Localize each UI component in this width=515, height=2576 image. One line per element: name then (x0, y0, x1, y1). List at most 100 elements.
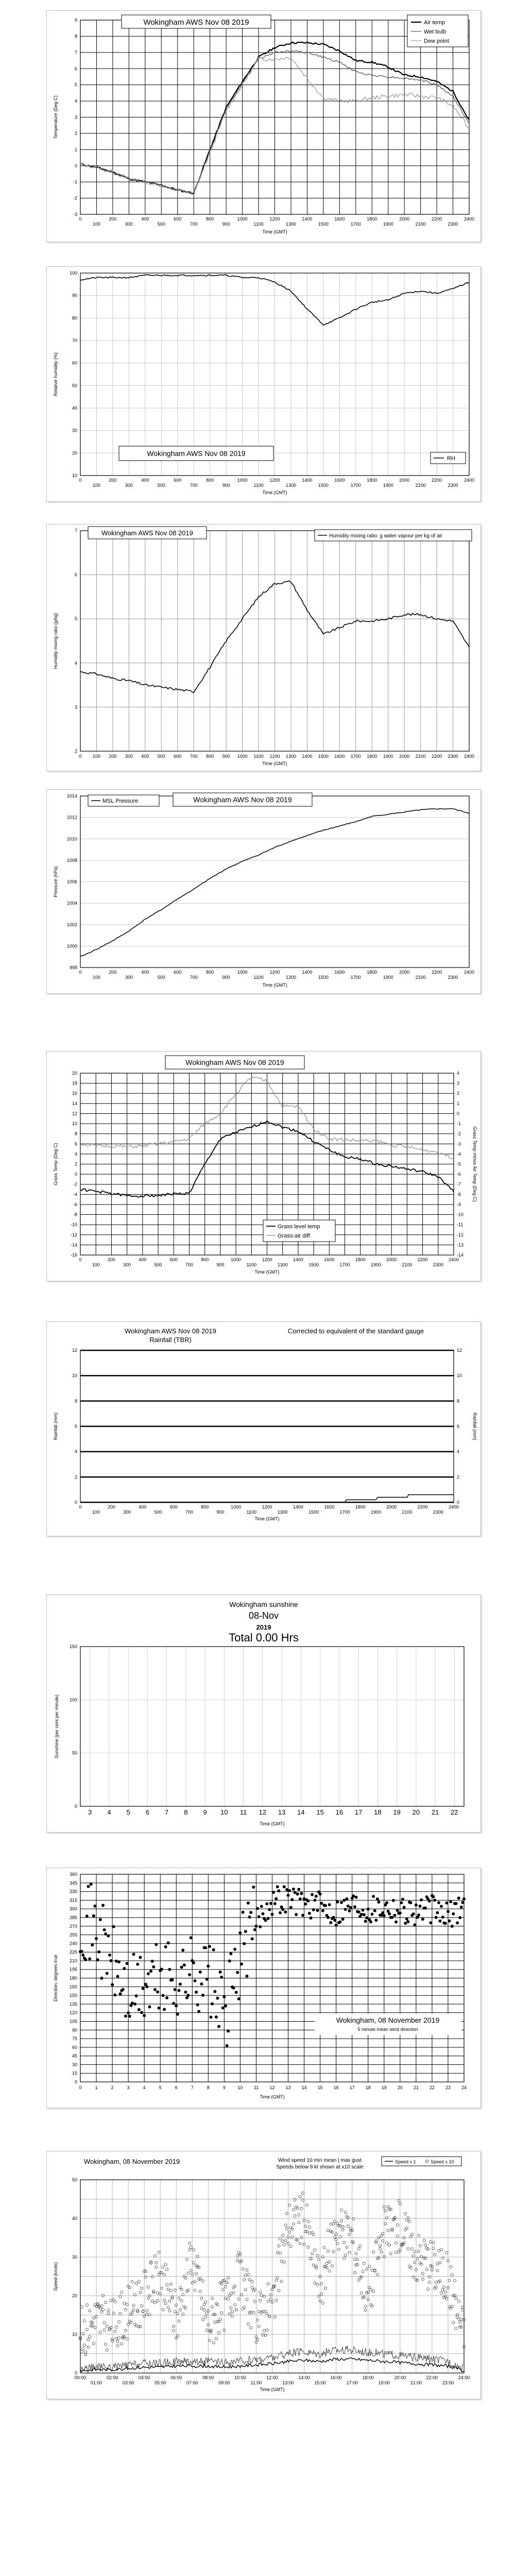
y-tick-label: 4 (75, 1449, 77, 1454)
direction-point (306, 1899, 310, 1903)
y-tick-label-right: -13 (457, 1242, 464, 1247)
speed-x10-point (146, 2285, 150, 2289)
direction-point (228, 1959, 231, 1963)
speed-x10-point (192, 2261, 195, 2265)
temperature-chart-panel: -3 -2 -1 0 1 2 3 4 5 6 7 8 9 0 200 400 600 800 1000 1200 140… (46, 10, 481, 242)
speed-x10-point (153, 2254, 157, 2258)
y-tick-label: 150 (70, 1644, 77, 1649)
speed-x10-point (154, 2261, 158, 2264)
speed-x10-point (160, 2271, 163, 2275)
speed-x10-point (188, 2248, 192, 2251)
direction-point (246, 1901, 250, 1905)
speed-x10-point (156, 2299, 159, 2302)
x-tick-label: 07:00 (186, 2380, 198, 2385)
speed-x10-point (457, 2299, 460, 2303)
chart-title: Wokingham, 08 November 2019 (84, 2158, 180, 2165)
x-tick-label: 2300 (433, 1262, 443, 1267)
speed-x10-point (334, 2238, 338, 2241)
direction-point (440, 1905, 443, 1908)
direction-point (132, 1953, 135, 1956)
direction-point (240, 1962, 243, 1966)
direction-point (341, 1918, 345, 1921)
y-tick-label: 1012 (67, 815, 77, 820)
speed-x10-point (146, 2296, 150, 2300)
speed-x10-point (218, 2317, 222, 2321)
speed-x10-point (237, 2297, 241, 2301)
direction-point (302, 1897, 306, 1901)
speed-x10-point (321, 2255, 324, 2259)
direction-point (424, 1906, 427, 1910)
x-tick-label: 2200 (432, 216, 442, 222)
x-tick-label: 18 (366, 2085, 371, 2090)
speed-x10-point (129, 2320, 133, 2324)
y-axis-label: Grass Temp (Deg C) (53, 1143, 58, 1185)
speed-x10-point (137, 2280, 141, 2283)
speed-x10-point (342, 2241, 346, 2244)
direction-point (144, 1982, 147, 1986)
speed-x10-point (201, 2279, 204, 2283)
speed-x10-point (252, 2311, 255, 2314)
speed-x10-point (221, 2288, 225, 2292)
direction-point (417, 1913, 420, 1917)
speed-x10-point (363, 2295, 366, 2299)
direction-point (441, 1916, 444, 1919)
speed-x10-point (320, 2292, 323, 2296)
speed-x10-point (268, 2315, 271, 2318)
y-tick-label-right: 2 (457, 1091, 459, 1096)
grass-temp-chart: -16-14-12-10-8-6-4-202468101214161820-14… (53, 1055, 477, 1275)
speed-x10-point (250, 2286, 254, 2290)
speed-x10-point (370, 2304, 374, 2308)
speed-x10-point (394, 2241, 398, 2245)
direction-point (109, 1959, 113, 1962)
speed-x10-point (177, 2319, 181, 2323)
chart-subtitle: 5 minute mean wind direction (357, 2027, 418, 2032)
direction-point (312, 1908, 315, 1911)
x-tick-label: 16 (336, 1808, 343, 1816)
y-tick-label-right: -14 (457, 1252, 464, 1258)
speed-x10-point (293, 2198, 297, 2201)
y-tick-label: 50 (72, 383, 77, 388)
direction-point (296, 1892, 299, 1896)
x-tick-label: 1800 (355, 1504, 366, 1510)
x-tick-label: 800 (206, 970, 214, 975)
y-tick-label: 1 (75, 147, 77, 152)
direction-point (161, 1994, 165, 1997)
speed-x10-point (130, 2311, 134, 2314)
speed-x10-point (173, 2288, 177, 2292)
x-tick-label: 800 (201, 1257, 209, 1262)
y-tick-label: -4 (73, 1192, 77, 1197)
speed-x10-point (325, 2266, 329, 2269)
direction-point (143, 2014, 146, 2018)
y-tick-label-right: 8 (457, 1398, 459, 1403)
direction-point (391, 1899, 395, 1902)
direction-point (95, 1937, 98, 1940)
direction-point (357, 1910, 360, 1914)
y-axis-label: Relative humidity (%) (53, 352, 58, 396)
speed-x10-point (85, 2328, 89, 2331)
y-tick-label: 7 (75, 50, 77, 55)
speed-x10-point (300, 2235, 303, 2239)
plot-border (80, 1874, 465, 2082)
speed-x10-point (282, 2260, 286, 2264)
speed-x10-point (422, 2239, 426, 2242)
direction-point (205, 1977, 209, 1981)
x-tick-label: 00:00 (75, 2375, 87, 2380)
direction-point (88, 1957, 92, 1961)
speed-x10-point (364, 2304, 367, 2308)
x-tick-label: 1300 (286, 754, 296, 759)
direction-point (166, 1941, 170, 1945)
direction-point (91, 1943, 94, 1947)
y-tick-label-right: 4 (457, 1449, 459, 1454)
direction-point (241, 1910, 245, 1914)
speed-x10-point (426, 2247, 430, 2251)
speed-x10-point (337, 2224, 340, 2227)
speed-x10-point (305, 2229, 308, 2233)
speed-x10-point (82, 2319, 86, 2323)
y-tick-label: 360 (70, 1872, 77, 1877)
speed-x10-point (211, 2305, 214, 2309)
speed-x10-point (301, 2198, 304, 2202)
x-tick-label: 400 (141, 754, 149, 759)
speed-x10-point (185, 2258, 188, 2261)
direction-point (398, 1911, 402, 1915)
speed-x10-point (232, 2291, 235, 2295)
